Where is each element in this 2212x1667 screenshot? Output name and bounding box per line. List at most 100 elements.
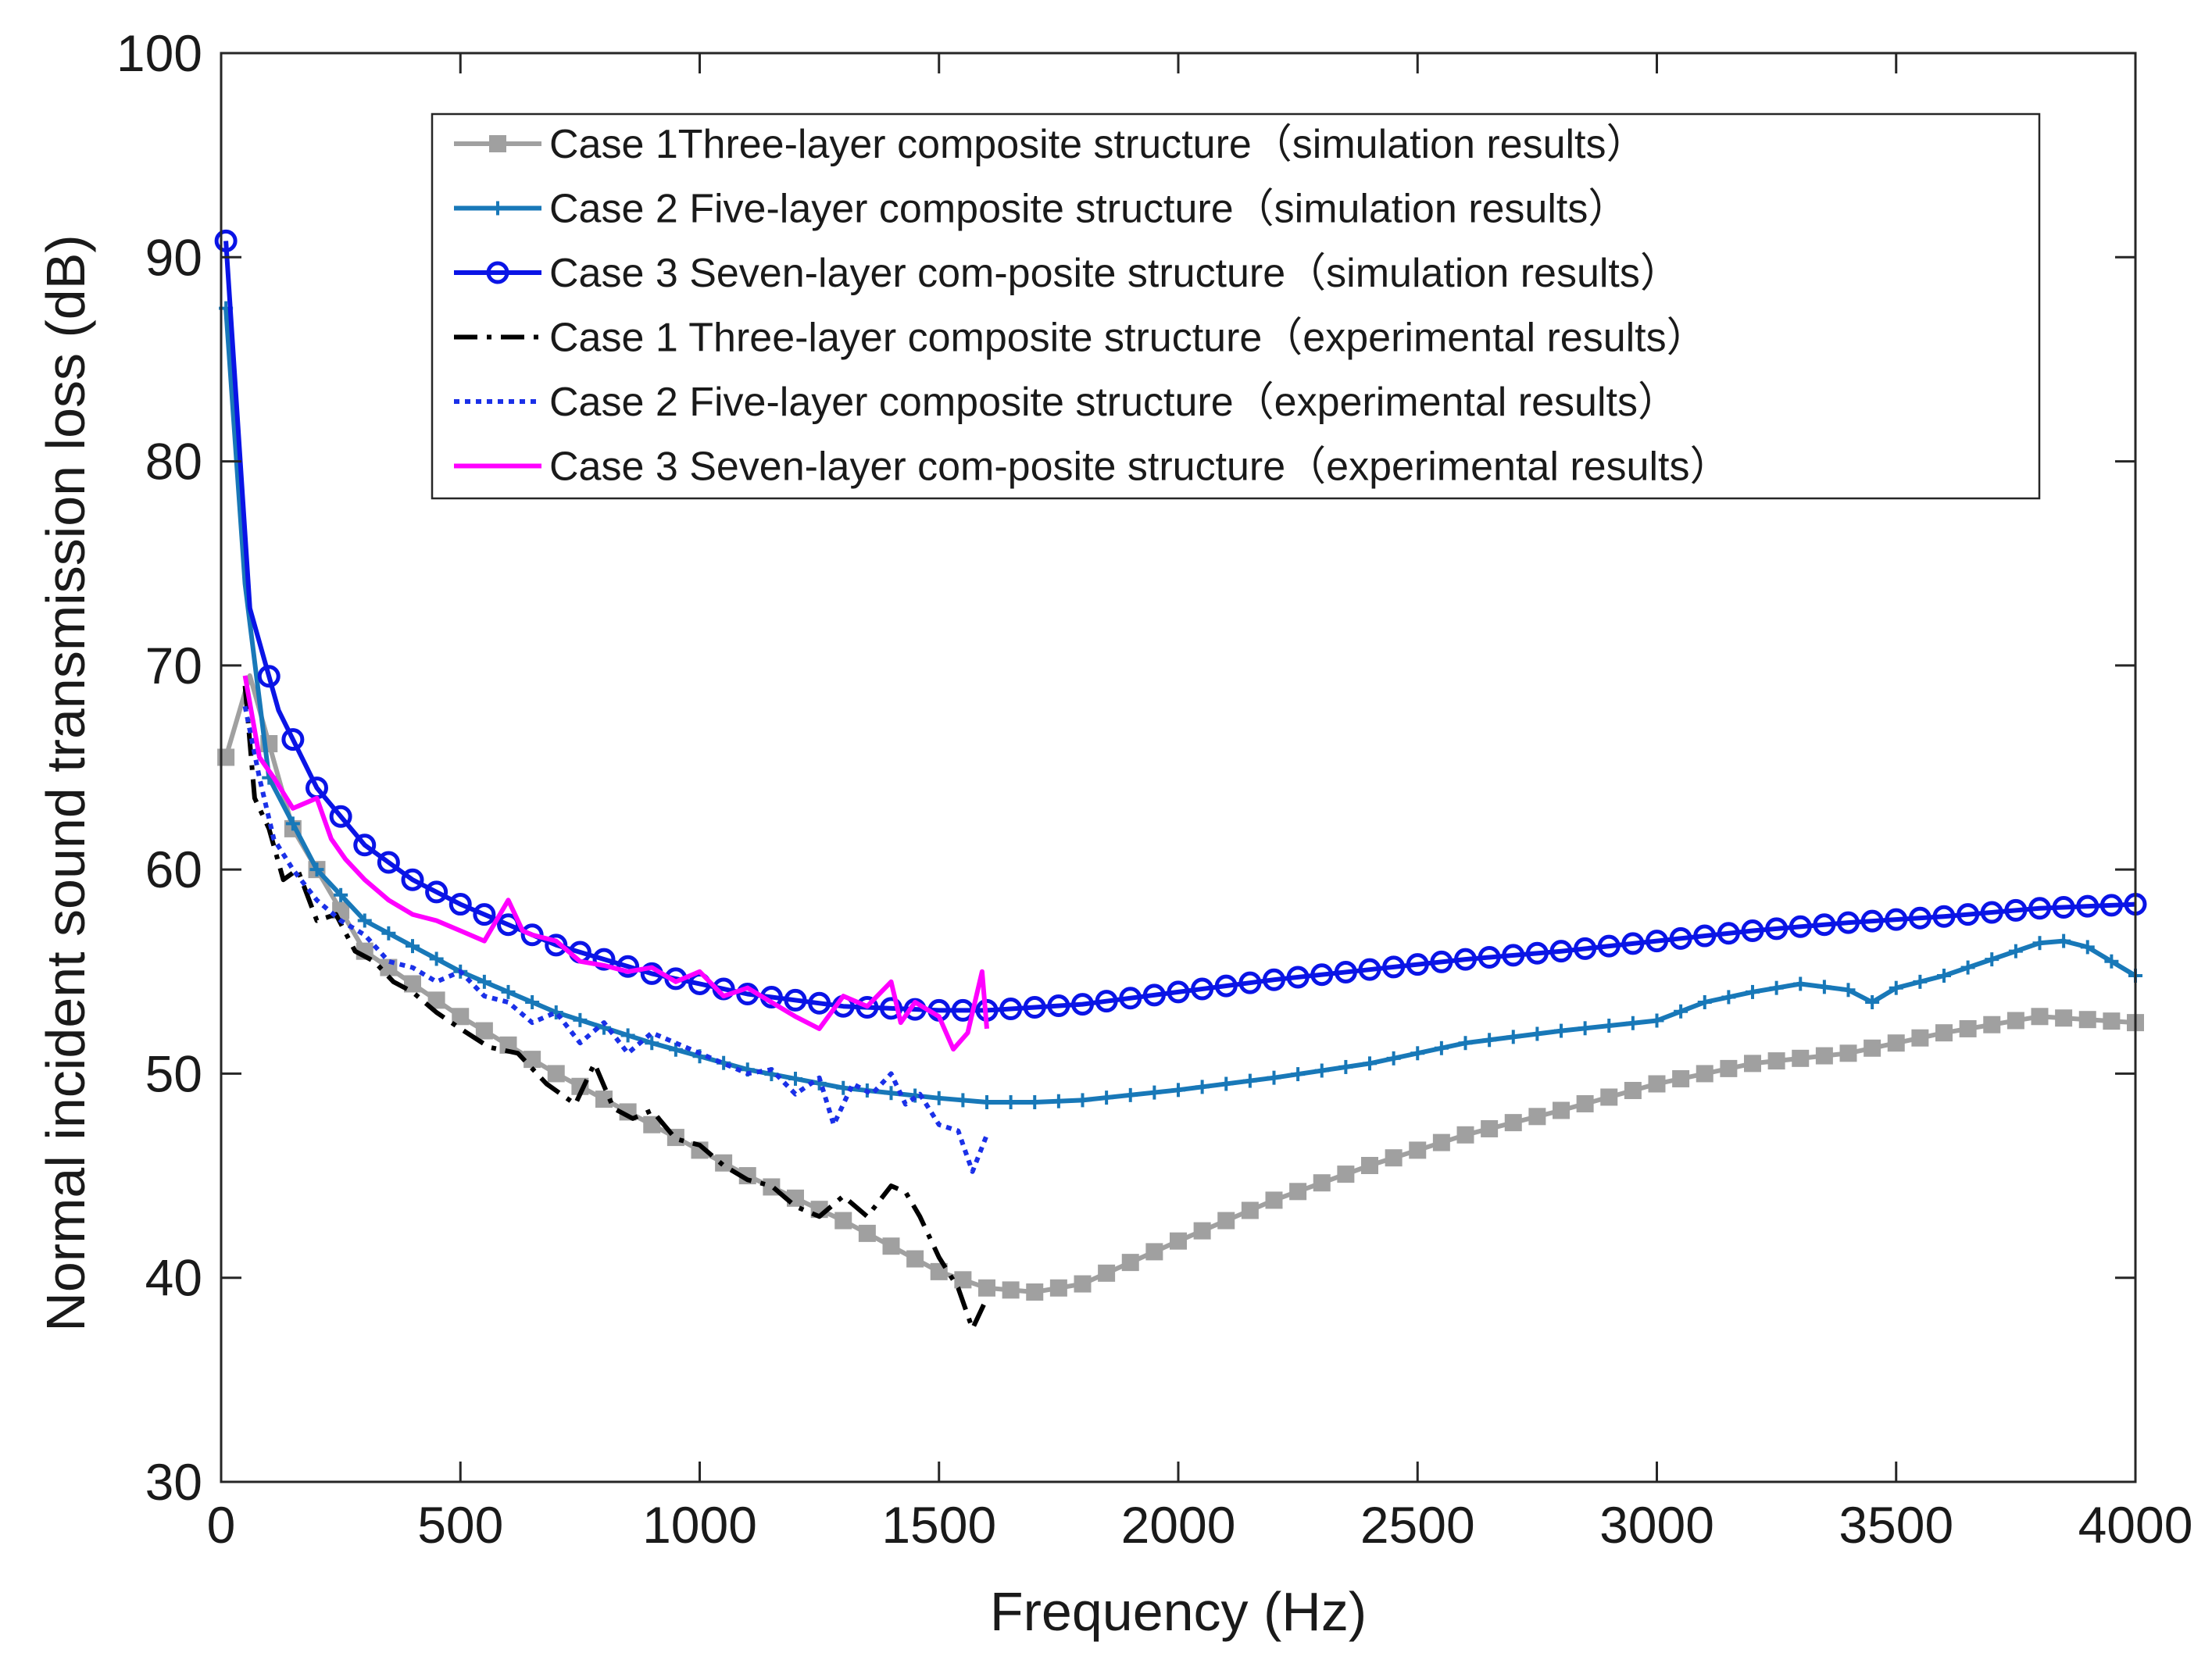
data-point-marker (2008, 944, 2023, 958)
data-point-marker (1241, 1201, 1259, 1219)
series-5 (242, 705, 989, 1174)
data-point-marker (1047, 994, 1070, 1018)
data-point-marker (1147, 1085, 1162, 1100)
data-point-marker (884, 1086, 899, 1101)
ticks-layer: 0 500 1000 1500 2000 2500 3000 3500 4000 30 40 50 60… (116, 24, 2193, 1554)
data-point-marker (281, 728, 305, 751)
data-point-marker (2057, 933, 2071, 948)
data-point-marker (1980, 901, 2003, 924)
data-point-marker (2080, 940, 2095, 955)
data-point-marker (980, 1095, 994, 1110)
y-tick-label: 40 (145, 1249, 202, 1307)
data-point-marker (1289, 1183, 1307, 1201)
data-point-marker (1959, 1019, 1977, 1037)
data-point-marker (956, 1093, 970, 1108)
series-layer (214, 229, 2147, 1331)
data-point-marker (1504, 1114, 1522, 1132)
data-point-marker (1985, 952, 1999, 967)
data-point-marker (1576, 1094, 1594, 1112)
data-point-marker (573, 1012, 588, 1027)
data-point-marker (1744, 1055, 1761, 1073)
data-point-marker (1337, 1165, 1355, 1183)
data-point-marker (1456, 1126, 1474, 1144)
data-point-marker (1386, 1051, 1401, 1066)
data-point-marker (1098, 1264, 1116, 1282)
data-point-marker (401, 868, 424, 891)
series-line (242, 705, 989, 1174)
data-point-marker (1793, 976, 1808, 991)
data-point-marker (1482, 1033, 1497, 1048)
legend-box (431, 112, 2041, 500)
data-point-marker (1697, 994, 1712, 1009)
data-point-marker (1887, 1034, 1905, 1052)
legend-entry: Case 2 Five-layer composite structure（ex… (454, 380, 1678, 425)
data-point-marker (1525, 941, 1549, 965)
data-point-marker (1193, 1222, 1211, 1240)
data-point-marker (1817, 980, 1831, 994)
data-point-marker (1075, 1093, 1090, 1108)
data-point-marker (2076, 894, 2099, 918)
legend-label: Case 3 Seven-layer com-posite structure（… (549, 444, 1730, 490)
data-point-marker (1649, 1013, 1664, 1028)
data-point-marker (1286, 966, 1310, 989)
data-point-marker (473, 903, 496, 926)
data-point-marker (1717, 922, 1740, 945)
data-point-marker (1071, 993, 1094, 1016)
y-tick-label: 90 (145, 228, 202, 286)
legend-label: Case 3 Seven-layer com-posite structure（… (549, 251, 1681, 296)
data-point-marker (1167, 980, 1190, 1004)
data-point-marker (406, 939, 420, 954)
data-point-marker (1841, 983, 1856, 998)
y-tick-label: 60 (145, 841, 202, 898)
data-point-marker (1746, 984, 1760, 999)
data-point-marker (501, 984, 516, 999)
data-point-marker (1937, 969, 1951, 983)
data-point-marker (2028, 897, 2051, 920)
x-tick-label: 3500 (1839, 1496, 1953, 1554)
data-point-marker (1310, 963, 1334, 987)
data-point-marker (353, 834, 377, 857)
data-point-marker (1549, 940, 1573, 963)
data-point-marker (836, 1080, 851, 1095)
data-point-marker (1242, 1073, 1257, 1088)
data-point-marker (1960, 960, 1975, 975)
data-point-marker (620, 1028, 635, 1043)
data-point-marker (1600, 1088, 1618, 1106)
data-point-marker (486, 261, 509, 284)
series-line (242, 675, 989, 1052)
data-point-marker (1528, 1108, 1546, 1126)
data-point-marker (1889, 980, 1903, 995)
y-axis-title: Normal incident sound transmission loss … (35, 234, 96, 1331)
data-point-marker (1674, 1004, 1688, 1019)
data-point-marker (1625, 1016, 1640, 1030)
y-tick-label: 50 (145, 1044, 202, 1102)
data-point-marker (2052, 895, 2075, 919)
data-point-marker (2007, 1012, 2024, 1030)
data-point-marker (1361, 1157, 1378, 1175)
data-point-marker (1506, 1030, 1521, 1044)
data-point-marker (1602, 1019, 1617, 1033)
data-point-marker (1481, 1119, 1499, 1137)
x-tick-label: 3000 (1599, 1496, 1714, 1554)
data-point-marker (285, 816, 300, 831)
data-point-marker (1720, 1059, 1738, 1077)
data-point-marker (1454, 948, 1477, 971)
data-point-marker (906, 1250, 924, 1268)
x-axis-title: Frequency (Hz) (990, 1581, 1367, 1642)
data-point-marker (1123, 1087, 1138, 1102)
data-point-marker (1026, 1283, 1044, 1301)
data-point-marker (489, 135, 506, 152)
data-point-marker (1815, 1047, 1833, 1065)
data-point-marker (856, 996, 879, 1019)
legend-entry: Case 1 Three-layer composite structure（e… (454, 316, 1707, 361)
data-point-marker (1145, 1243, 1163, 1261)
data-point-marker (2078, 1011, 2096, 1029)
data-point-marker (448, 893, 472, 916)
data-point-marker (1696, 1065, 1713, 1083)
data-point-marker (1693, 924, 1717, 948)
x-tick-label: 1500 (881, 1496, 996, 1554)
y-tick-label: 80 (145, 433, 202, 491)
data-point-marker (475, 1022, 493, 1040)
data-point-marker (592, 948, 616, 971)
legend-entry: Case 2 Five-layer composite structure（si… (454, 187, 1628, 232)
